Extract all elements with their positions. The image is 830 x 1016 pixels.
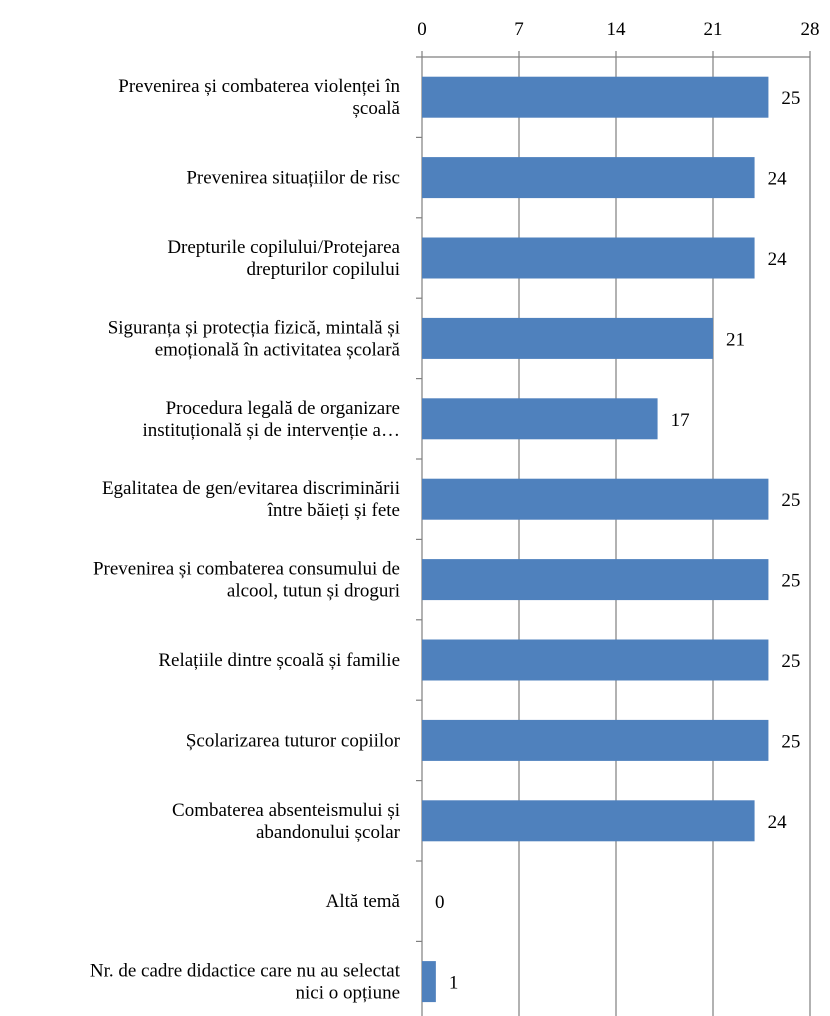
category-label-line: Altă temă [326, 891, 401, 912]
category-label: Altă temă [326, 891, 401, 912]
value-label: 17 [671, 410, 690, 431]
gridlines [518, 57, 811, 1016]
bar [422, 719, 769, 761]
category-label-line: Siguranța și protecția fizică, mintală ș… [108, 317, 400, 338]
bar [422, 559, 769, 601]
x-tick-label: 0 [417, 19, 427, 40]
category-label: Relațiile dintre școală și familie [158, 650, 400, 671]
value-label: 24 [768, 249, 788, 270]
bar [422, 76, 769, 118]
value-label: 25 [781, 731, 800, 752]
value-label: 21 [726, 329, 745, 350]
category-label: Egalitatea de gen/evitarea discriminării… [102, 478, 400, 521]
category-label-line: Combaterea absenteismului și [172, 800, 400, 821]
bar [422, 961, 436, 1003]
x-tick-label: 21 [704, 19, 723, 40]
category-label-line: Procedura legală de organizare [166, 398, 400, 419]
category-label-line: Școlarizarea tuturor copiilor [186, 730, 401, 751]
category-label-line: Drepturile copilului/Protejarea [167, 237, 400, 258]
category-label-line: Relațiile dintre școală și familie [158, 650, 400, 671]
bar [422, 800, 755, 842]
bar [422, 639, 769, 681]
category-label-line: școală [353, 98, 401, 119]
x-axis-ticks: 0 7 14 21 28 [417, 19, 820, 57]
category-label: Drepturile copilului/Protejarea drepturil… [167, 237, 400, 280]
category-label: Prevenirea și combaterea consumului de al… [93, 559, 400, 602]
y-axis [416, 56, 810, 1016]
category-label: Nr. de cadre didactice care nu au select… [90, 961, 401, 1004]
category-label-line: emoțională în activitatea școlară [155, 339, 401, 360]
category-label-line: alcool, tutun și droguri [227, 581, 400, 602]
value-label: 25 [781, 571, 800, 592]
value-label: 0 [435, 892, 445, 913]
category-label-line: Egalitatea de gen/evitarea discriminării [102, 478, 400, 499]
bar [422, 157, 755, 199]
value-label: 1 [449, 973, 459, 994]
category-label-line: între băieți și fete [267, 500, 400, 521]
value-label: 24 [768, 812, 788, 833]
category-label-line: instituțională și de intervenție a… [143, 420, 401, 441]
value-label: 25 [781, 651, 800, 672]
category-label-line: Prevenirea și combaterea consumului de [93, 559, 400, 580]
bar [422, 317, 713, 359]
category-label-line: abandonului școlar [256, 822, 401, 843]
category-label-line: nici o opțiune [296, 983, 400, 1004]
bar [422, 398, 658, 440]
category-label: Procedura legală de organizare instituțio… [143, 398, 401, 441]
value-label: 25 [781, 490, 800, 511]
bars [422, 76, 769, 1003]
category-label: Școlarizarea tuturor copiilor [186, 730, 401, 751]
bar [422, 237, 755, 279]
category-label: Siguranța și protecția fizică, mintală ș… [108, 317, 401, 360]
category-labels: Prevenirea și combaterea violenței în șco… [90, 76, 401, 1003]
bar [422, 478, 769, 520]
x-tick-label: 28 [801, 19, 820, 40]
category-label: Prevenirea și combaterea violenței în șco… [118, 76, 400, 119]
category-label-line: Nr. de cadre didactice care nu au select… [90, 961, 401, 982]
value-label: 25 [781, 88, 800, 109]
category-label-line: drepturilor copilului [246, 259, 400, 280]
category-label: Prevenirea situațiilor de risc [186, 168, 400, 189]
x-tick-label: 7 [514, 19, 524, 40]
category-label: Combaterea absenteismului și abandonului … [172, 800, 401, 843]
value-labels: 25 24 24 21 17 25 25 25 25 24 0 1 [435, 88, 800, 993]
value-label: 24 [768, 169, 788, 190]
category-label-line: Prevenirea și combaterea violenței în [118, 76, 400, 97]
x-tick-label: 14 [607, 19, 627, 40]
category-label-line: Prevenirea situațiilor de risc [186, 168, 400, 189]
